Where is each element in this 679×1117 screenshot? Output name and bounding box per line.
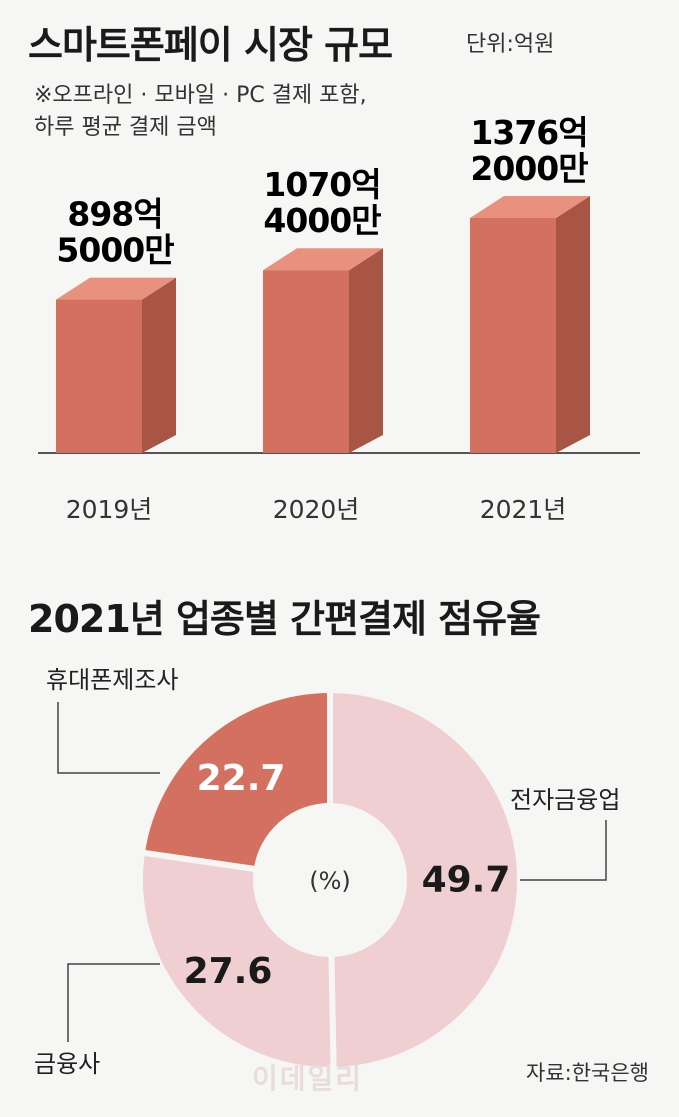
bar-side: [556, 196, 590, 453]
note-line-1: ※오프라인 · 모바일 · PC 결제 포함,: [34, 83, 367, 108]
unit-label: 단위:억원: [466, 32, 555, 57]
bar: [56, 299, 142, 453]
bar-top: [263, 248, 383, 271]
leader-line: [520, 820, 607, 881]
slice-value-label: 27.6: [184, 951, 273, 992]
slice-value-label: 22.7: [197, 758, 286, 799]
note-line-2: 하루 평균 결제 금액: [34, 115, 217, 140]
x-tick-label: 2020년: [273, 495, 360, 524]
bar-side: [349, 248, 383, 453]
center-label: (%): [309, 867, 351, 895]
pie-slice: [137, 849, 337, 1073]
x-tick-label: 2019년: [66, 495, 153, 524]
data-label: 4000만: [263, 201, 381, 240]
data-label: 898억: [67, 195, 162, 234]
slice-value-label: 49.7: [422, 860, 511, 901]
category-label: 금융사: [34, 1050, 100, 1078]
category-label: 전자금융업: [510, 786, 620, 814]
category-label: 휴대폰제조사: [46, 666, 178, 694]
pie-chart-title: 2021년 업종별 간편결제 점유율: [28, 597, 541, 641]
pie-slice: [138, 686, 333, 873]
source-note: 자료:한국은행: [526, 1061, 649, 1085]
chart-title: 스마트폰페이 시장 규모: [28, 23, 393, 67]
bar-side: [142, 277, 176, 453]
data-label: 1070억: [263, 165, 380, 204]
pie-slice: [327, 686, 524, 1074]
bar: [263, 270, 349, 453]
bar: [470, 218, 556, 453]
data-label: 5000만: [56, 231, 174, 270]
data-label: 1376억: [470, 113, 587, 152]
data-label: 2000만: [470, 149, 588, 188]
x-tick-label: 2021년: [480, 495, 567, 524]
chart-note: ※오프라인 · 모바일 · PC 결제 포함, 하루 평균 결제 금액: [34, 80, 367, 144]
watermark: 이데일리: [252, 1062, 364, 1095]
leader-line: [57, 702, 160, 774]
leader-line: [67, 963, 160, 1042]
bar-top: [470, 196, 590, 218]
bar-top: [56, 277, 176, 300]
